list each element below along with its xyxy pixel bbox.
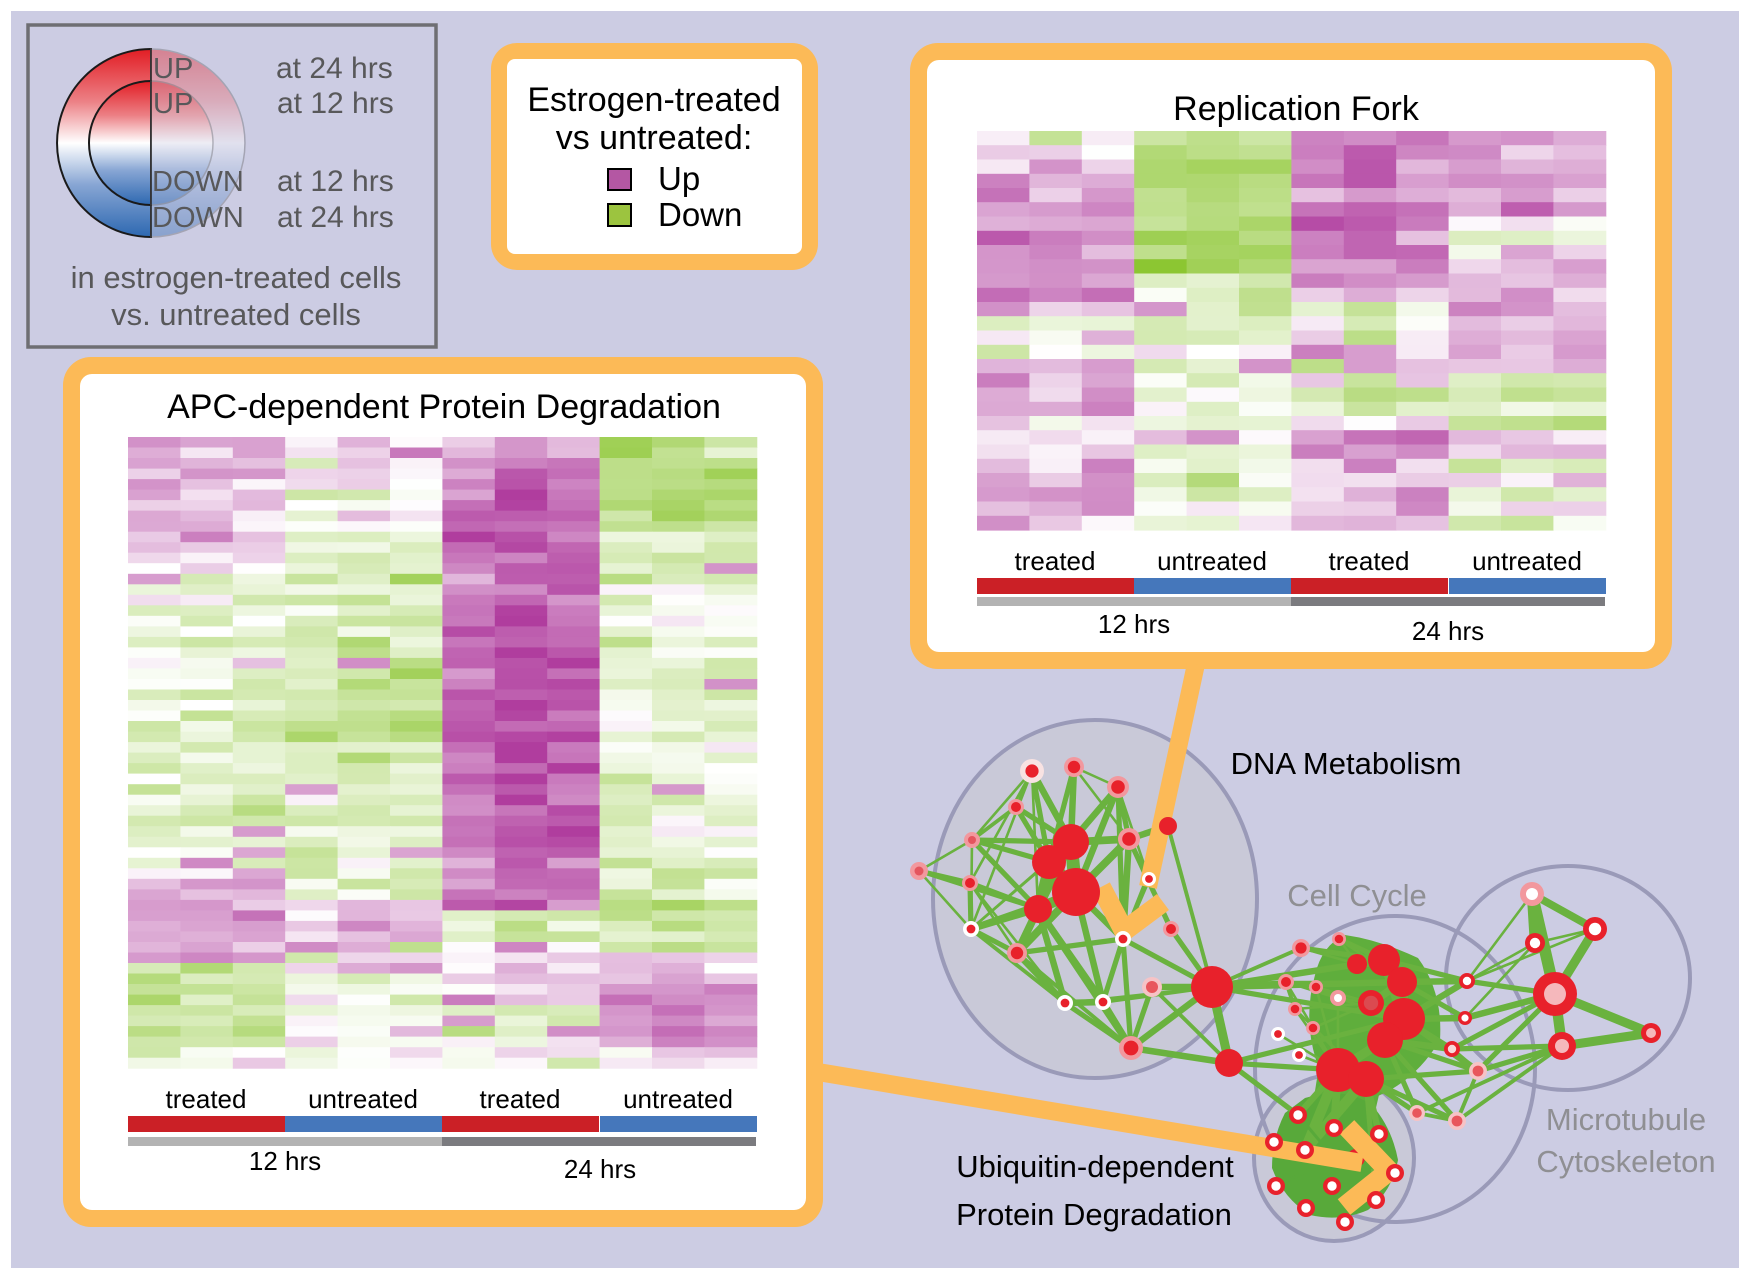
svg-text:in estrogen-treated cells: in estrogen-treated cells: [71, 260, 402, 295]
svg-text:UP: UP: [153, 53, 193, 85]
svg-text:Protein Degradation: Protein Degradation: [956, 1197, 1232, 1232]
svg-text:DNA Metabolism: DNA Metabolism: [1231, 746, 1462, 781]
svg-text:treated: treated: [1015, 546, 1096, 576]
svg-text:DOWN: DOWN: [152, 166, 244, 198]
svg-text:untreated: untreated: [1157, 546, 1267, 576]
svg-text:24 hrs: 24 hrs: [1412, 616, 1484, 646]
svg-text:DOWN: DOWN: [152, 202, 244, 234]
svg-text:vs. untreated cells: vs. untreated cells: [111, 297, 361, 332]
svg-text:untreated: untreated: [623, 1084, 733, 1114]
svg-text:Down: Down: [658, 196, 742, 233]
svg-text:at 24 hrs: at 24 hrs: [276, 52, 393, 85]
svg-text:Ubiquitin-dependent: Ubiquitin-dependent: [956, 1149, 1234, 1184]
svg-text:treated: treated: [166, 1084, 247, 1114]
svg-text:UP: UP: [153, 88, 193, 120]
svg-text:treated: treated: [480, 1084, 561, 1114]
svg-text:12 hrs: 12 hrs: [1098, 609, 1170, 639]
svg-text:untreated: untreated: [1472, 546, 1582, 576]
svg-text:treated: treated: [1329, 546, 1410, 576]
svg-text:vs untreated:: vs untreated:: [556, 119, 753, 157]
svg-text:Estrogen-treated: Estrogen-treated: [527, 81, 780, 119]
svg-text:APC-dependent Protein Degradat: APC-dependent Protein Degradation: [167, 388, 721, 426]
svg-text:untreated: untreated: [308, 1084, 418, 1114]
svg-text:at 24 hrs: at 24 hrs: [277, 201, 394, 234]
svg-text:Replication Fork: Replication Fork: [1173, 90, 1420, 128]
svg-text:Cytoskeleton: Cytoskeleton: [1536, 1144, 1715, 1179]
svg-text:at 12 hrs: at 12 hrs: [277, 87, 394, 120]
svg-text:12 hrs: 12 hrs: [249, 1146, 321, 1176]
svg-text:Cell Cycle: Cell Cycle: [1287, 878, 1427, 913]
svg-text:Microtubule: Microtubule: [1546, 1102, 1706, 1137]
svg-text:Up: Up: [658, 160, 700, 197]
svg-text:at 12 hrs: at 12 hrs: [277, 165, 394, 198]
svg-text:24 hrs: 24 hrs: [564, 1154, 636, 1184]
